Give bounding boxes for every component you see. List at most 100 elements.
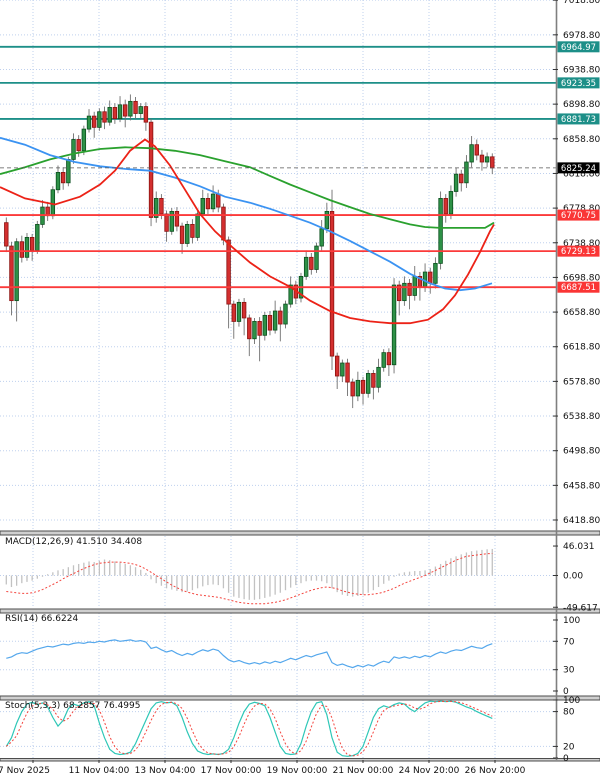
price-axis-label: 6418.80 xyxy=(563,516,600,526)
candle-up xyxy=(66,159,71,184)
candle-down xyxy=(164,213,169,232)
candle-up xyxy=(438,198,443,264)
macd-indicator-title: MACD(12,26,9) 41.510 34.408 xyxy=(5,537,143,547)
candle-up xyxy=(412,275,417,296)
panel-separator[interactable] xyxy=(0,608,600,614)
candle-down xyxy=(123,104,128,117)
stoch-axis-label: 100 xyxy=(563,696,580,706)
candle-up xyxy=(453,173,459,192)
candle-up xyxy=(154,198,159,218)
candle-up xyxy=(35,223,40,251)
candle-down xyxy=(334,355,340,377)
x-axis-label: 26 Nov 20:00 xyxy=(465,766,526,776)
x-axis-label: 13 Nov 04:00 xyxy=(135,766,196,776)
price-axis-label: 6538.80 xyxy=(563,412,600,422)
candle-up xyxy=(262,314,267,336)
candle-up xyxy=(319,228,324,247)
macd-axis-label: 0.00 xyxy=(563,572,583,582)
candle-up xyxy=(24,236,30,258)
price-axis-label: 6498.80 xyxy=(563,447,600,457)
candle-up xyxy=(71,139,76,160)
candle-down xyxy=(241,301,247,319)
candle-down xyxy=(143,106,149,123)
candle-down xyxy=(360,379,366,394)
svg-text:6687.51: 6687.51 xyxy=(561,283,596,293)
candle-up xyxy=(340,362,345,377)
candle-up xyxy=(14,241,19,302)
candle-down xyxy=(179,225,185,244)
price-axis-label: 6858.80 xyxy=(563,135,600,145)
resistance-lines xyxy=(0,45,557,120)
candle-up xyxy=(107,107,112,123)
candle-up xyxy=(484,156,490,163)
candle-down xyxy=(350,381,355,397)
panel-separator[interactable] xyxy=(0,758,600,762)
candle-down xyxy=(91,115,97,128)
candle-down xyxy=(221,206,226,241)
candle-down xyxy=(205,198,211,210)
price-axis-label: 6898.80 xyxy=(563,100,600,110)
candle-up xyxy=(314,245,319,270)
resistance-price-badge: 6964.97 xyxy=(557,41,600,53)
candle-up xyxy=(185,223,190,244)
svg-text:6881.73: 6881.73 xyxy=(561,115,596,125)
rsi-panel xyxy=(0,639,557,671)
candle-up xyxy=(464,161,469,184)
panel-separator[interactable] xyxy=(0,530,600,536)
macd-panel xyxy=(0,548,557,605)
x-axis-label: 17 Nov 00:00 xyxy=(201,766,262,776)
candlesticks xyxy=(4,94,495,409)
candle-down xyxy=(459,173,464,184)
svg-text:6964.97: 6964.97 xyxy=(561,43,596,53)
candle-down xyxy=(371,373,376,388)
candle-down xyxy=(60,172,66,184)
price-axis-label: 6778.80 xyxy=(563,204,600,214)
stoch-panel xyxy=(0,700,557,757)
price-axis-label: 6618.80 xyxy=(563,343,600,353)
stoch-axis-label: 0 xyxy=(563,754,569,764)
price-axis-label: 6978.80 xyxy=(563,31,600,41)
resistance-price-badge: 6923.35 xyxy=(557,77,600,89)
candle-up xyxy=(200,198,205,215)
candle-up xyxy=(272,310,278,331)
candle-up xyxy=(86,115,92,130)
candle-down xyxy=(29,236,35,251)
price-axis-label: 6458.80 xyxy=(563,481,600,491)
rsi-axis-label: 100 xyxy=(563,616,580,626)
candle-up xyxy=(433,262,438,284)
candle-down xyxy=(479,154,485,163)
candle-down xyxy=(174,211,180,227)
support-price-badge: 6729.13 xyxy=(557,245,600,257)
panel-separator[interactable] xyxy=(0,695,600,701)
resistance-price-badge: 6881.73 xyxy=(557,113,600,125)
ma-blue-line xyxy=(0,136,493,292)
candle-up xyxy=(195,213,200,238)
candle-up xyxy=(391,284,397,366)
candle-down xyxy=(309,256,314,270)
candle-down xyxy=(247,317,252,340)
candle-up xyxy=(81,128,87,152)
price-axis[interactable]: 7018.80 6978.80 6938.80 6898.80 6858.80 6818.… xyxy=(553,0,600,764)
ma-red-line xyxy=(0,138,495,325)
grid-lines xyxy=(0,0,557,758)
price-axis-label: 6698.80 xyxy=(563,273,600,283)
candle-down xyxy=(397,284,402,302)
candle-down xyxy=(407,282,412,296)
candle-down xyxy=(490,156,495,169)
candle-up xyxy=(138,106,143,114)
candle-down xyxy=(4,222,9,247)
candle-up xyxy=(288,284,293,305)
stoch-axis-label: 20 xyxy=(563,742,575,752)
candle-up xyxy=(210,193,216,210)
candle-up xyxy=(402,282,407,302)
candle-down xyxy=(267,314,273,331)
time-axis[interactable]: 7 Nov 2025 11 Nov 04:00 13 Nov 04:00 17 Nov… xyxy=(0,760,526,776)
candle-down xyxy=(133,100,138,114)
stoch-d-line xyxy=(5,700,493,757)
candle-up xyxy=(117,104,123,120)
svg-text:6729.13: 6729.13 xyxy=(561,247,596,257)
stoch-indicator-title: Stoch(5,3,3) 68.2857 76.4995 xyxy=(5,701,141,711)
candle-down xyxy=(428,271,433,284)
